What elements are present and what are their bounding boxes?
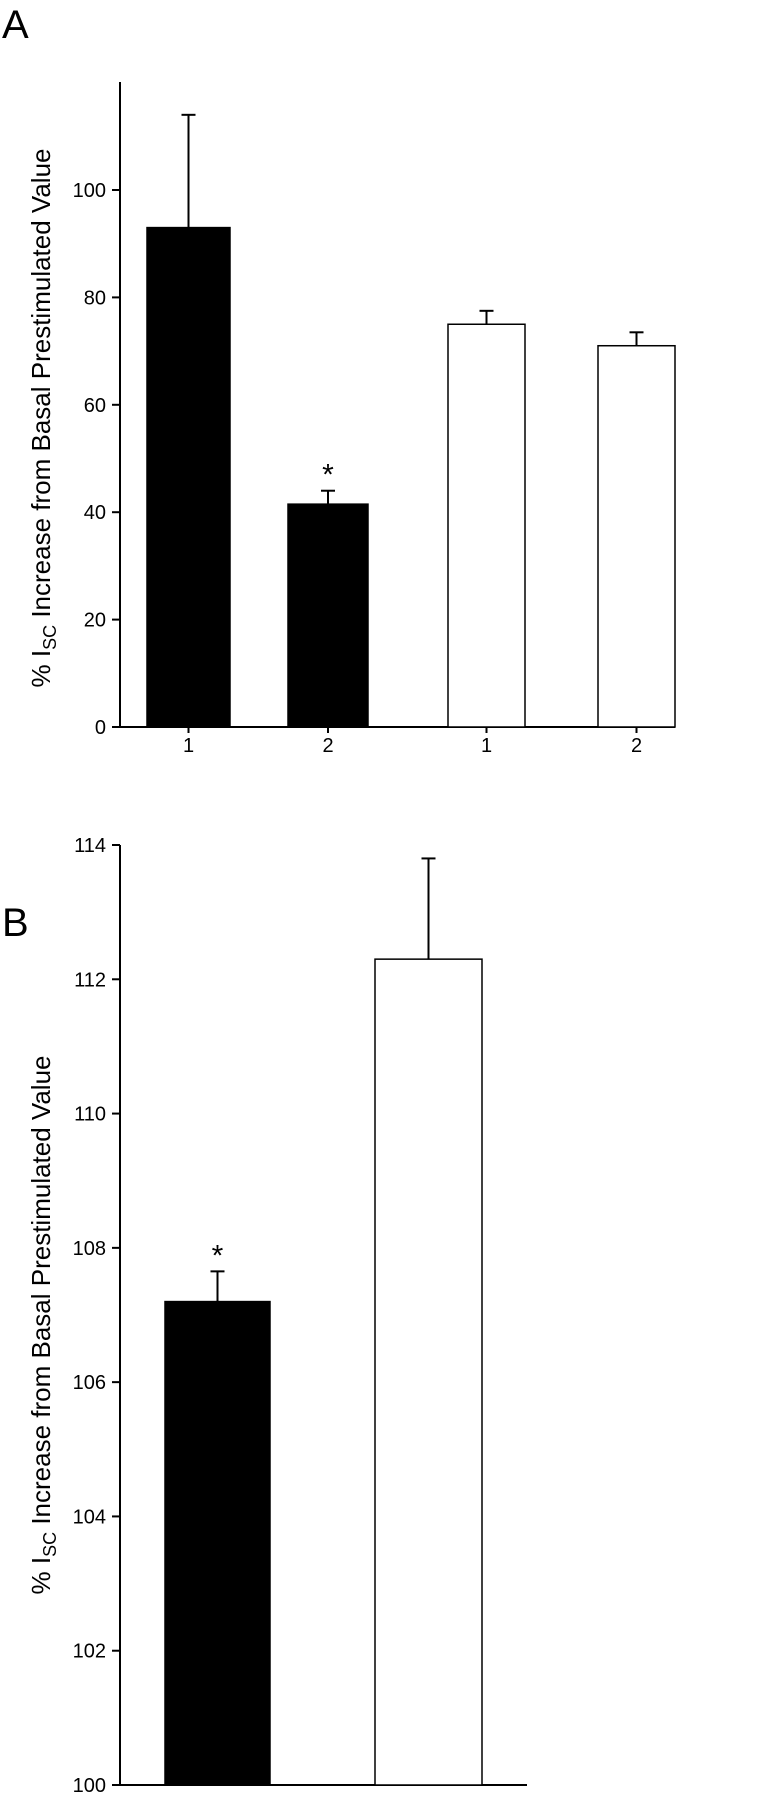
panel-a-chart: A % ISC Increase from Basal Prestimulate… <box>2 3 676 757</box>
y-tick-label: 110 <box>74 1104 106 1126</box>
panel-b-letter: B <box>2 901 29 945</box>
panel-a-y-axis-label: % ISC Increase from Basal Prestimulated … <box>26 149 60 688</box>
bar <box>447 323 526 728</box>
y-tick-label: 100 <box>73 1775 106 1797</box>
bar <box>146 226 231 728</box>
y-tick-label: 106 <box>73 1372 106 1394</box>
y-tick-label: 40 <box>84 502 106 524</box>
bar <box>597 344 676 728</box>
y-tick-label: 102 <box>73 1641 106 1663</box>
y-tick-label: 112 <box>74 969 106 991</box>
bar <box>374 958 483 1786</box>
panel-a-letter: A <box>2 3 29 47</box>
y-tick-label: 104 <box>73 1506 106 1528</box>
x-tick-label: 1 <box>183 735 194 757</box>
bar <box>164 1300 271 1786</box>
significance-marker: * <box>212 1239 224 1272</box>
y-tick-label: 114 <box>74 835 106 857</box>
y-tick-label: 108 <box>73 1238 106 1260</box>
panel-b-y-axis-label: % ISC Increase from Basal Prestimulated … <box>26 1056 60 1595</box>
y-tick-label: 20 <box>84 610 106 632</box>
y-tick-label: 80 <box>84 287 106 309</box>
bar <box>287 503 369 728</box>
x-tick-label: 2 <box>322 735 333 757</box>
significance-marker: * <box>322 459 334 492</box>
y-tick-label: 0 <box>95 717 106 739</box>
y-tick-label: 60 <box>84 395 106 417</box>
x-tick-label: 1 <box>481 735 492 757</box>
y-tick-label: 100 <box>73 180 106 202</box>
x-tick-label: 2 <box>631 735 642 757</box>
panel-b-chart: B % ISC Increase from Basal Prestimulate… <box>2 835 527 1797</box>
